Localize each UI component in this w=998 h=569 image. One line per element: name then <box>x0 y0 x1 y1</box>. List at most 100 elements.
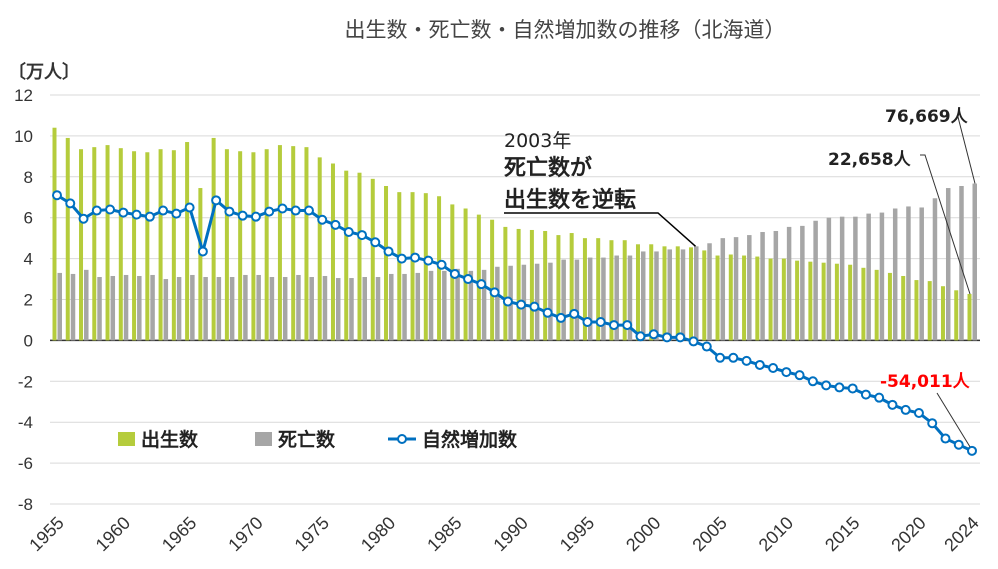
death-bar <box>335 278 341 341</box>
natural-increase-point <box>834 382 845 393</box>
death-bar <box>614 255 619 341</box>
birth-bar <box>821 262 826 341</box>
legend-marker <box>397 434 407 444</box>
natural-increase-point <box>701 341 712 352</box>
natural-increase-point <box>821 380 832 391</box>
natural-increase-point <box>847 383 858 394</box>
y-tick-label: -2 <box>18 372 33 391</box>
natural-increase-point <box>582 316 593 327</box>
x-tick-label: 2005 <box>688 513 730 555</box>
death-bar <box>972 183 977 341</box>
death-bar <box>137 275 142 341</box>
death-bar <box>959 186 964 341</box>
death-bar <box>534 263 540 341</box>
x-tick-label: 1955 <box>25 513 67 555</box>
birth-bar <box>874 269 879 341</box>
birth-bar <box>795 260 800 341</box>
natural-increase-point <box>940 433 951 444</box>
birth-bar <box>397 192 402 341</box>
death-bar <box>375 277 381 341</box>
birth-bar <box>635 244 640 341</box>
death-bar <box>813 220 818 341</box>
natural-increase-point <box>860 389 871 400</box>
natural-increase-point <box>622 320 633 331</box>
y-tick-label: 2 <box>24 291 33 310</box>
birth-bar <box>503 226 508 341</box>
x-tick-label: 2010 <box>755 513 797 555</box>
death-bar <box>468 270 474 341</box>
natural-increase-point <box>410 252 421 263</box>
death-bar <box>945 188 951 341</box>
annotation-crossover-line2: 出生数を逆転 <box>504 188 637 213</box>
natural-increase-point <box>370 237 381 248</box>
death-bar <box>190 274 195 341</box>
birth-bar <box>65 137 70 341</box>
natural-increase-point <box>118 207 129 218</box>
annotation-natural-2024: -54,011人 <box>880 372 970 392</box>
natural-increase-point <box>396 253 407 264</box>
x-tick-label: 1995 <box>556 513 598 555</box>
birth-bar <box>861 267 866 341</box>
death-bar <box>362 277 367 341</box>
natural-increase-point <box>728 352 739 363</box>
y-tick-label: 0 <box>24 331 33 350</box>
natural-increase-point <box>688 336 699 347</box>
birth-bar <box>781 258 786 341</box>
death-bar <box>282 277 288 341</box>
y-tick-label: -8 <box>18 495 33 514</box>
birth-bar <box>118 148 123 341</box>
birth-bar <box>264 149 269 341</box>
birth-bar <box>543 230 548 341</box>
natural-increase-point <box>967 445 977 456</box>
natural-increase-point <box>542 307 553 318</box>
natural-increase-point <box>144 211 155 222</box>
birth-bar <box>105 145 110 341</box>
legend-label: 死亡数 <box>278 428 336 451</box>
death-bar <box>892 208 898 341</box>
natural-increase-point <box>555 312 566 323</box>
death-bar <box>932 198 938 341</box>
death-bar <box>733 237 739 341</box>
natural-increase-line <box>56 193 973 453</box>
death-bar <box>349 278 354 341</box>
natural-increase-point <box>476 279 487 290</box>
death-bar <box>309 277 314 341</box>
y-tick-label: -6 <box>18 454 33 473</box>
natural-increase-point <box>197 246 208 257</box>
deaths-leader-line <box>957 116 976 184</box>
death-bar <box>203 277 208 341</box>
death-bar <box>747 235 752 341</box>
birth-bar <box>715 255 720 341</box>
death-bar <box>773 230 779 341</box>
birth-bar <box>132 151 137 341</box>
x-tick-label: 1980 <box>357 513 399 555</box>
natural-increase-point <box>794 370 805 381</box>
death-bar <box>587 257 593 341</box>
y-tick-label: 10 <box>14 127 33 146</box>
birth-bar <box>92 147 97 341</box>
death-bar <box>150 274 155 341</box>
death-bar <box>442 270 447 341</box>
death-bar <box>481 269 487 341</box>
natural-increase-point <box>449 268 460 279</box>
natural-increase-point <box>675 332 686 343</box>
birth-bar <box>198 188 203 341</box>
birth-bar <box>954 290 959 341</box>
natural-leader-line <box>936 392 971 448</box>
death-bar <box>176 277 182 341</box>
death-bar <box>110 275 116 341</box>
birth-bar <box>609 240 614 341</box>
natural-increase-point <box>900 404 911 415</box>
death-bar <box>720 238 726 341</box>
birth-bar <box>357 172 362 341</box>
birth-bar <box>304 147 309 341</box>
death-bar <box>57 272 62 341</box>
natural-increase-point <box>489 287 500 298</box>
birth-bar <box>238 151 243 341</box>
birth-bar <box>582 238 587 341</box>
natural-increase-point <box>91 205 102 216</box>
birth-bar <box>384 186 389 341</box>
y-tick-label: -4 <box>18 413 33 432</box>
death-bar <box>229 277 235 341</box>
